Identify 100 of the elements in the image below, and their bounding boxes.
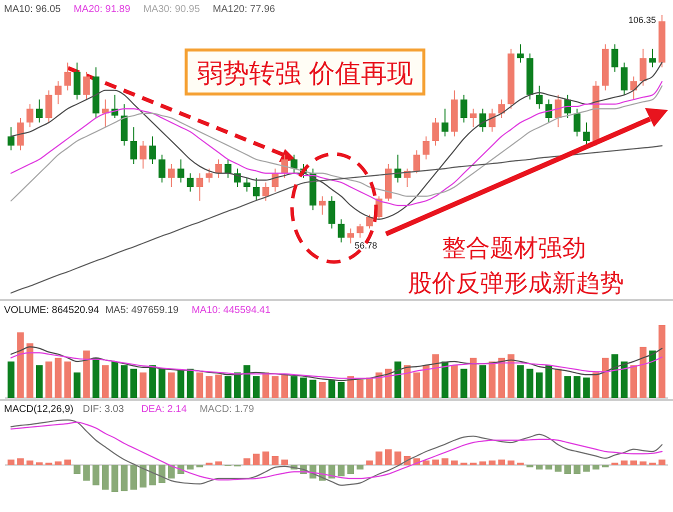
bar — [281, 460, 288, 465]
bar — [26, 460, 34, 465]
bar — [64, 362, 72, 398]
bar — [592, 465, 600, 470]
bar — [517, 365, 524, 398]
bar — [451, 365, 458, 398]
bar — [262, 452, 270, 465]
bar — [583, 378, 590, 398]
bar — [564, 376, 572, 398]
bar — [451, 460, 458, 465]
bar — [536, 465, 543, 470]
bar — [366, 460, 373, 465]
bar — [630, 365, 638, 398]
bar — [310, 380, 316, 398]
bar — [120, 465, 128, 492]
bar — [300, 378, 307, 398]
candlestick — [442, 108, 448, 136]
bar — [545, 365, 552, 398]
candlestick — [517, 44, 524, 63]
bar — [92, 358, 100, 398]
text: 股价反弹形成新趋势 — [408, 269, 624, 297]
annotation: 56.78 — [354, 240, 378, 250]
annotation: 106.35 — [628, 15, 656, 25]
bar — [479, 461, 486, 465]
bar — [36, 365, 43, 398]
bar — [498, 358, 505, 398]
candlestick — [168, 164, 175, 188]
bar — [186, 465, 194, 470]
bar — [442, 458, 448, 465]
bar — [26, 343, 34, 398]
candlestick — [26, 104, 34, 128]
bar — [498, 460, 505, 465]
bar — [64, 460, 72, 465]
bar — [54, 461, 62, 465]
bar — [620, 460, 628, 465]
bar — [272, 376, 279, 398]
bar — [243, 458, 250, 465]
annotation: 整合题材强劲 — [442, 234, 586, 262]
bar — [8, 460, 14, 465]
bar — [554, 368, 562, 398]
bar — [508, 354, 514, 398]
bar — [111, 465, 118, 492]
chart-title: MACD(12,26,9) — [4, 404, 74, 415]
bar — [583, 465, 590, 472]
bar — [554, 465, 562, 472]
candlestick — [64, 62, 72, 90]
bar — [611, 354, 618, 398]
bar — [422, 460, 430, 465]
bar — [602, 358, 609, 398]
bar — [347, 465, 354, 474]
text: MA10: 445594.41 — [192, 305, 271, 316]
bar — [196, 372, 204, 398]
bar — [158, 465, 166, 483]
bar — [470, 358, 477, 398]
candlestick — [649, 48, 656, 68]
bar — [545, 465, 552, 470]
bar — [243, 365, 250, 398]
bar — [149, 465, 156, 486]
bar — [74, 372, 80, 398]
text: MA120: 77.96 — [212, 4, 276, 15]
bar — [649, 350, 656, 398]
bar — [376, 452, 382, 465]
bar — [376, 372, 382, 398]
bar — [186, 368, 194, 398]
candlestick — [140, 140, 147, 169]
bar — [206, 376, 213, 398]
bar — [130, 465, 138, 490]
bar — [234, 372, 241, 398]
bar — [215, 374, 222, 398]
bar — [384, 368, 392, 398]
bar — [488, 460, 496, 465]
text: MACD: 1.79 — [200, 404, 254, 415]
bar — [536, 372, 543, 398]
bar — [215, 461, 222, 465]
candlestick — [74, 62, 80, 100]
bar — [564, 465, 572, 474]
bar — [630, 460, 638, 465]
candlestick — [206, 168, 213, 182]
bar — [272, 456, 279, 465]
bar — [149, 365, 156, 398]
bar — [92, 465, 100, 486]
candlestick — [460, 94, 468, 123]
bar — [422, 365, 430, 398]
bar — [460, 368, 468, 398]
candlestick — [658, 15, 666, 68]
bar — [413, 372, 420, 398]
bar — [432, 354, 439, 398]
bar — [384, 449, 392, 465]
candlestick — [356, 224, 364, 238]
bar — [592, 372, 600, 398]
bar — [111, 362, 118, 398]
text: MA30: 90.95 — [143, 4, 200, 15]
bar — [17, 458, 24, 465]
chart-title: VOLUME: 864520.94 — [4, 305, 100, 316]
bar — [177, 370, 184, 398]
text: DEA: 2.14 — [141, 404, 188, 415]
bar — [479, 365, 486, 398]
bar — [83, 465, 90, 481]
bar — [102, 365, 109, 398]
candlestick — [432, 118, 439, 146]
